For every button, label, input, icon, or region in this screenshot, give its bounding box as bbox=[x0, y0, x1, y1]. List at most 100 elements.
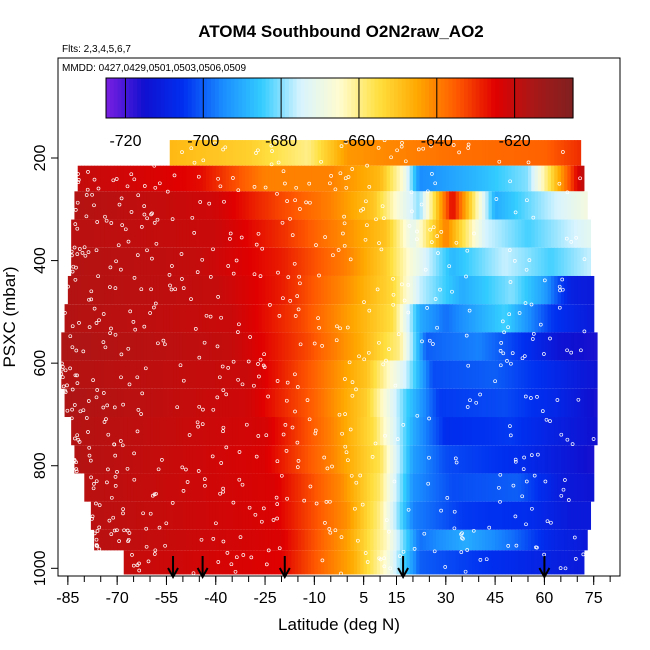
heatmap-cell bbox=[235, 140, 240, 166]
heatmap-cell bbox=[462, 417, 467, 446]
heatmap-cell bbox=[212, 501, 217, 530]
sample-marker bbox=[472, 231, 476, 236]
sample-marker bbox=[524, 479, 529, 484]
sample-marker bbox=[508, 280, 513, 284]
heatmap-cell bbox=[557, 417, 562, 446]
heatmap-cell bbox=[123, 275, 128, 305]
sample-marker bbox=[148, 511, 153, 516]
heatmap-cell bbox=[360, 304, 365, 333]
sample-marker bbox=[346, 175, 351, 179]
heatmap-cell bbox=[495, 140, 499, 166]
heatmap-cell bbox=[465, 529, 470, 551]
heatmap-cell bbox=[590, 417, 595, 446]
sample-marker bbox=[149, 287, 153, 292]
sample-marker bbox=[338, 171, 343, 176]
heatmap-cell bbox=[334, 165, 338, 192]
colorbar-segment bbox=[172, 78, 177, 118]
heatmap-cell bbox=[271, 275, 276, 305]
heatmap-cell bbox=[534, 304, 539, 333]
sample-marker bbox=[238, 535, 243, 539]
colorbar-segment bbox=[296, 78, 302, 118]
sample-marker bbox=[211, 247, 215, 252]
sample-marker bbox=[92, 482, 96, 486]
heatmap-cell bbox=[314, 550, 319, 575]
heatmap-cell bbox=[173, 275, 177, 305]
heatmap-cell bbox=[412, 501, 417, 530]
heatmap-cell bbox=[130, 501, 135, 530]
heatmap-cell bbox=[406, 501, 411, 530]
heatmap-cell bbox=[508, 219, 513, 248]
heatmap-cell bbox=[278, 165, 283, 192]
heatmap-cell bbox=[179, 417, 184, 446]
heatmap-cell bbox=[123, 219, 128, 248]
heatmap-cell bbox=[389, 304, 394, 333]
heatmap-cell bbox=[320, 247, 325, 276]
sample-marker bbox=[307, 417, 312, 422]
sample-marker bbox=[86, 399, 91, 403]
heatmap-cell bbox=[537, 247, 542, 276]
heatmap-cell bbox=[192, 473, 197, 502]
heatmap-cell bbox=[87, 219, 92, 248]
heatmap-cell bbox=[550, 550, 555, 575]
sample-marker bbox=[295, 465, 300, 469]
sample-marker bbox=[82, 245, 87, 250]
sample-marker bbox=[153, 185, 158, 190]
sample-markers bbox=[59, 138, 596, 576]
heatmap-cell bbox=[380, 501, 384, 530]
heatmap-cell bbox=[570, 473, 575, 502]
heatmap-cell bbox=[396, 275, 401, 305]
heatmap-cell bbox=[347, 191, 352, 220]
heatmap-cell bbox=[228, 550, 233, 575]
heatmap-cell bbox=[150, 388, 154, 418]
heatmap-cell bbox=[281, 304, 286, 333]
sample-marker bbox=[391, 302, 396, 307]
heatmap-cell bbox=[288, 191, 292, 220]
heatmap-cell bbox=[317, 550, 322, 575]
sample-marker bbox=[111, 515, 116, 520]
heatmap-cell bbox=[271, 445, 276, 474]
heatmap-cell bbox=[481, 473, 486, 502]
heatmap-cell bbox=[468, 140, 473, 166]
heatmap-cell bbox=[189, 501, 194, 530]
heatmap-cell bbox=[130, 332, 135, 361]
heatmap-cell bbox=[297, 219, 302, 248]
heatmap-cell bbox=[403, 529, 407, 551]
heatmap-cell bbox=[587, 473, 592, 502]
heatmap-cell bbox=[340, 219, 345, 248]
heatmap-cell bbox=[248, 417, 253, 446]
heatmap-cell bbox=[580, 247, 585, 276]
heatmap-cell bbox=[97, 219, 102, 248]
heatmap-cell bbox=[251, 165, 256, 192]
sample-marker bbox=[561, 487, 566, 492]
heatmap-cell bbox=[534, 529, 539, 551]
sample-marker bbox=[157, 525, 162, 530]
heatmap-cell bbox=[485, 275, 490, 305]
heatmap-cell bbox=[317, 445, 322, 474]
heatmap-cell bbox=[294, 417, 299, 446]
heatmap-cell bbox=[590, 332, 595, 361]
heatmap-cell bbox=[580, 529, 585, 551]
sample-marker bbox=[89, 297, 94, 302]
heatmap-cell bbox=[587, 501, 592, 530]
heatmap-cell bbox=[366, 473, 371, 502]
x-tick-label: -70 bbox=[106, 590, 129, 607]
heatmap-cell bbox=[573, 417, 578, 446]
heatmap-cell bbox=[212, 275, 217, 305]
heatmap-cell bbox=[113, 388, 118, 418]
heatmap-cell bbox=[488, 529, 493, 551]
sample-marker bbox=[247, 505, 252, 510]
heatmap-cell bbox=[504, 219, 509, 248]
sample-marker bbox=[513, 459, 518, 464]
heatmap-cell bbox=[182, 501, 187, 530]
heatmap-cell bbox=[173, 388, 177, 418]
colorbar-segment bbox=[211, 78, 216, 118]
heatmap-cell bbox=[146, 550, 151, 575]
sample-marker bbox=[84, 416, 89, 420]
heatmap-cell bbox=[186, 388, 191, 418]
sample-marker bbox=[557, 284, 562, 289]
heatmap-cell bbox=[465, 140, 470, 166]
heatmap-cell bbox=[554, 388, 559, 418]
heatmap-cell bbox=[550, 501, 555, 530]
heatmap-cell bbox=[271, 501, 276, 530]
sample-marker bbox=[239, 235, 244, 240]
